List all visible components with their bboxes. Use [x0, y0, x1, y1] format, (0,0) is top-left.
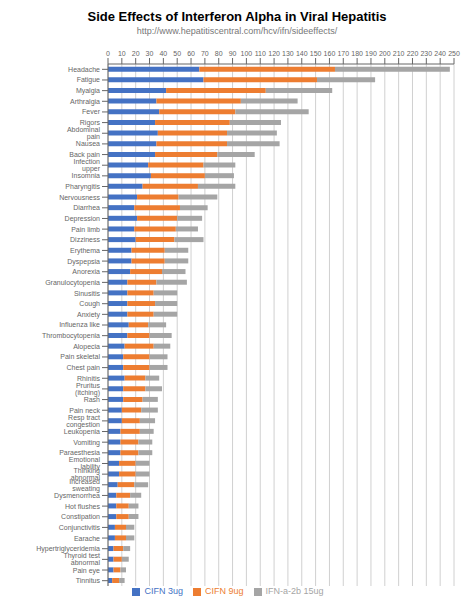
svg-text:Conjunctivitis: Conjunctivitis — [59, 524, 101, 532]
svg-text:Erythema: Erythema — [70, 247, 100, 255]
svg-text:Myalgia: Myalgia — [76, 87, 100, 95]
svg-text:Paraesthesia: Paraesthesia — [59, 449, 100, 456]
svg-text:Thrombocytopenia: Thrombocytopenia — [42, 332, 100, 340]
svg-text:50: 50 — [173, 50, 181, 57]
svg-text:Increasedsweating: Increasedsweating — [69, 478, 100, 493]
svg-text:Dysmenorrhea: Dysmenorrhea — [54, 492, 100, 500]
svg-text:Abdominalpain: Abdominalpain — [67, 126, 101, 141]
svg-text:Resp tractcongestion: Resp tractcongestion — [66, 414, 100, 429]
svg-text:Earache: Earache — [74, 535, 100, 542]
svg-text:Pain limb: Pain limb — [71, 226, 100, 233]
svg-text:Hot flushes: Hot flushes — [65, 503, 101, 510]
svg-text:70: 70 — [201, 50, 209, 57]
svg-text:190: 190 — [365, 50, 377, 57]
svg-text:Pruritus(itching): Pruritus(itching) — [75, 382, 100, 397]
svg-text:Fatigue: Fatigue — [77, 76, 100, 84]
svg-text:100: 100 — [241, 50, 253, 57]
svg-text:Vomiting: Vomiting — [73, 439, 100, 447]
svg-text:30: 30 — [146, 50, 154, 57]
svg-text:Pain neck: Pain neck — [69, 407, 100, 414]
svg-text:Sinusitis: Sinusitis — [74, 290, 101, 297]
svg-text:Alopecia: Alopecia — [73, 343, 100, 351]
svg-text:110: 110 — [255, 50, 266, 57]
svg-text:120: 120 — [268, 50, 280, 57]
svg-text:180: 180 — [351, 50, 363, 57]
svg-text:Insomnia: Insomnia — [72, 172, 101, 179]
svg-text:Anorexia: Anorexia — [72, 268, 100, 275]
svg-text:130: 130 — [282, 50, 294, 57]
svg-text:10: 10 — [118, 50, 126, 57]
svg-text:230: 230 — [420, 50, 432, 57]
svg-text:Fever: Fever — [82, 108, 101, 115]
svg-text:140: 140 — [296, 50, 308, 57]
svg-text:Tinnitus: Tinnitus — [76, 577, 101, 584]
svg-text:200: 200 — [379, 50, 391, 57]
svg-text:150: 150 — [310, 50, 322, 57]
svg-text:Depression: Depression — [65, 215, 101, 223]
svg-text:Pain skeletal: Pain skeletal — [60, 353, 100, 360]
svg-text:Infectionupper: Infectionupper — [74, 158, 101, 173]
svg-text:Granulocytopenia: Granulocytopenia — [45, 279, 100, 287]
svg-text:Rash: Rash — [84, 396, 100, 403]
svg-text:160: 160 — [324, 50, 336, 57]
svg-text:Headache: Headache — [68, 66, 100, 73]
svg-text:Dyspepsia: Dyspepsia — [67, 258, 100, 266]
svg-text:170: 170 — [337, 50, 349, 57]
svg-text:Constipation: Constipation — [61, 513, 100, 521]
svg-text:Nervousness: Nervousness — [59, 194, 100, 201]
svg-text:Influenza like: Influenza like — [59, 321, 100, 328]
svg-text:20: 20 — [132, 50, 140, 57]
svg-text:240: 240 — [434, 50, 446, 57]
svg-text:Thyroid testabnormal: Thyroid testabnormal — [63, 552, 100, 566]
svg-text:Arthralgia: Arthralgia — [70, 98, 100, 106]
svg-text:Dizziness: Dizziness — [70, 236, 100, 243]
svg-text:Pharyngitis: Pharyngitis — [65, 183, 100, 191]
svg-text:80: 80 — [215, 50, 223, 57]
svg-text:220: 220 — [407, 50, 419, 57]
svg-text:90: 90 — [229, 50, 237, 57]
svg-text:210: 210 — [393, 50, 405, 57]
svg-text:40: 40 — [159, 50, 167, 57]
svg-text:60: 60 — [187, 50, 195, 57]
svg-text:Anxiety: Anxiety — [77, 311, 100, 319]
svg-text:Rhinitis: Rhinitis — [77, 375, 100, 382]
svg-text:Pain eye: Pain eye — [73, 567, 100, 575]
svg-text:Leukopenia: Leukopenia — [64, 428, 100, 436]
svg-text:Cough: Cough — [79, 300, 100, 308]
svg-text:Diarrhea: Diarrhea — [73, 204, 100, 211]
svg-text:0: 0 — [106, 50, 110, 57]
svg-text:Chest pain: Chest pain — [67, 364, 101, 372]
svg-text:Nausea: Nausea — [76, 140, 100, 147]
svg-text:250: 250 — [448, 50, 460, 57]
